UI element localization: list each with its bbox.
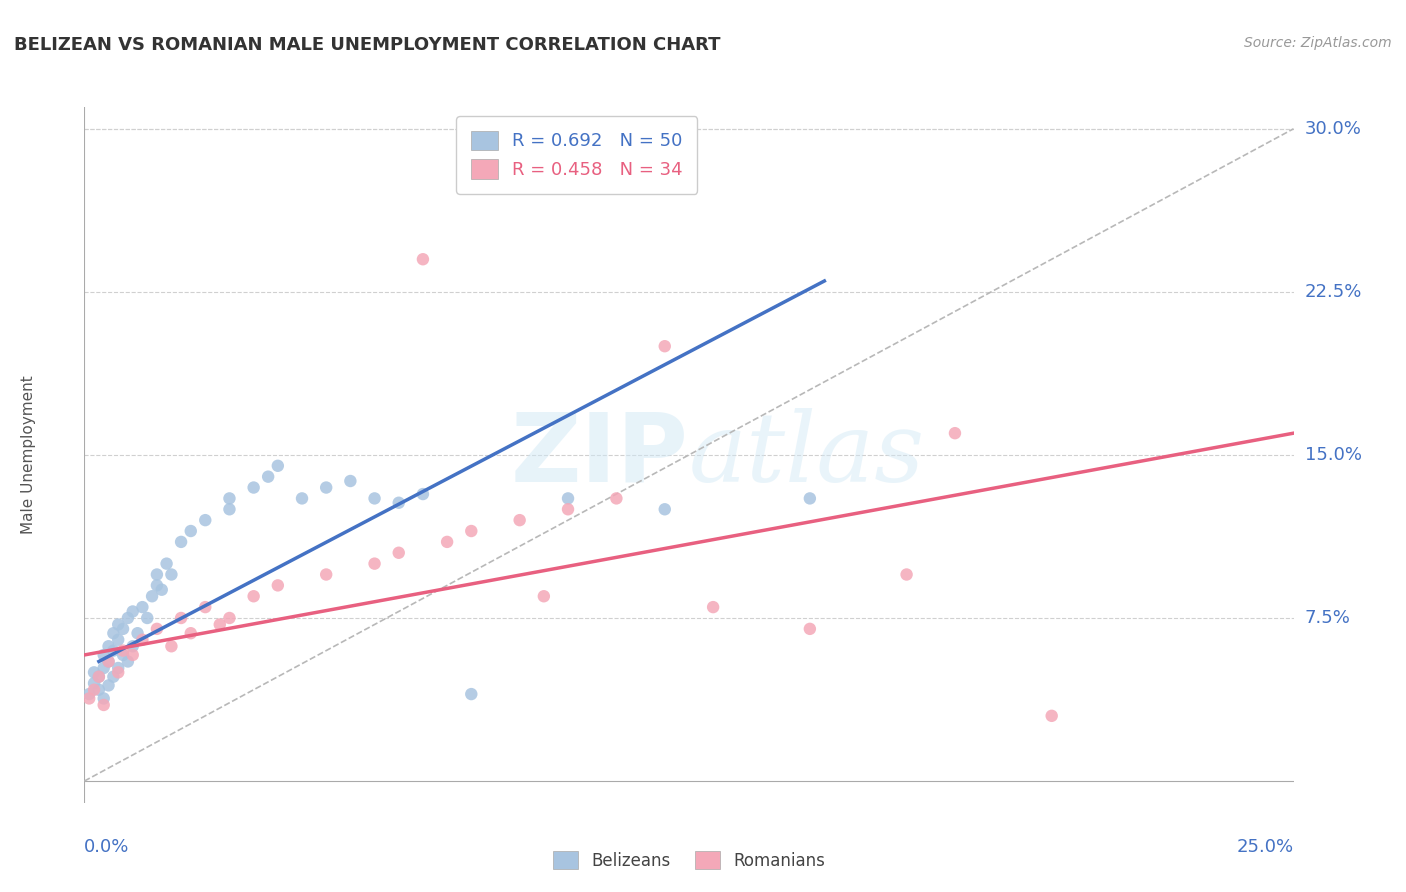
Point [103, 643, 125, 657]
Point [77, 691, 100, 706]
Point [170, 534, 193, 549]
Point [83, 676, 105, 690]
Point [557, 491, 579, 506]
Point [97, 655, 120, 669]
Point [107, 661, 129, 675]
Point [141, 589, 163, 603]
Point [654, 339, 676, 353]
Point [242, 481, 264, 495]
Point [242, 589, 264, 603]
Point [654, 502, 676, 516]
Point [388, 546, 411, 560]
Point [77, 687, 100, 701]
Point [107, 665, 129, 680]
Point [509, 513, 531, 527]
Point [107, 632, 129, 647]
Point [112, 648, 135, 662]
Point [1040, 708, 1063, 723]
Point [136, 611, 159, 625]
Point [93, 661, 115, 675]
Point [131, 632, 153, 647]
Point [460, 687, 482, 701]
Point [257, 469, 280, 483]
Point [97, 678, 120, 692]
Point [315, 567, 337, 582]
Point [943, 426, 966, 441]
Point [112, 622, 135, 636]
Text: ZIP: ZIP [510, 409, 689, 501]
Point [896, 567, 918, 582]
Legend: Belizeans, Romanians: Belizeans, Romanians [544, 843, 834, 878]
Point [83, 665, 105, 680]
Point [315, 481, 337, 495]
Point [460, 524, 482, 538]
Point [339, 474, 361, 488]
Point [117, 655, 139, 669]
Point [218, 491, 240, 506]
Point [799, 622, 821, 636]
Text: 25.0%: 25.0% [1236, 838, 1294, 855]
Point [117, 611, 139, 625]
Point [150, 582, 173, 597]
Text: 30.0%: 30.0% [1305, 120, 1361, 137]
Point [557, 502, 579, 516]
Point [112, 643, 135, 657]
Point [97, 655, 120, 669]
Text: 22.5%: 22.5% [1305, 283, 1362, 301]
Text: Source: ZipAtlas.com: Source: ZipAtlas.com [1244, 36, 1392, 50]
Point [170, 611, 193, 625]
Point [155, 557, 177, 571]
Point [388, 496, 411, 510]
Point [131, 600, 153, 615]
Point [208, 617, 231, 632]
Point [799, 491, 821, 506]
Point [87, 682, 110, 697]
Point [291, 491, 314, 506]
Point [160, 567, 183, 582]
Point [533, 589, 555, 603]
Point [103, 670, 125, 684]
Text: 0.0%: 0.0% [84, 838, 129, 855]
Point [218, 611, 240, 625]
Point [363, 491, 385, 506]
Point [87, 670, 110, 684]
Point [127, 626, 149, 640]
Text: atlas: atlas [689, 408, 925, 502]
Point [121, 639, 143, 653]
Point [412, 252, 434, 267]
Point [194, 600, 217, 615]
Text: 15.0%: 15.0% [1305, 446, 1361, 464]
Point [83, 682, 105, 697]
Text: Male Unemployment: Male Unemployment [21, 376, 37, 534]
Point [180, 626, 202, 640]
Text: 7.5%: 7.5% [1305, 609, 1351, 627]
Point [121, 648, 143, 662]
Point [267, 578, 290, 592]
Point [93, 698, 115, 712]
Point [218, 502, 240, 516]
Point [87, 670, 110, 684]
Point [107, 617, 129, 632]
Point [97, 639, 120, 653]
Point [121, 605, 143, 619]
Point [146, 567, 169, 582]
Point [267, 458, 290, 473]
Point [93, 691, 115, 706]
Point [702, 600, 724, 615]
Point [103, 626, 125, 640]
Point [412, 487, 434, 501]
Point [160, 639, 183, 653]
Point [194, 513, 217, 527]
Point [93, 648, 115, 662]
Point [436, 534, 458, 549]
Point [605, 491, 627, 506]
Text: BELIZEAN VS ROMANIAN MALE UNEMPLOYMENT CORRELATION CHART: BELIZEAN VS ROMANIAN MALE UNEMPLOYMENT C… [14, 36, 720, 54]
Point [146, 578, 169, 592]
Point [363, 557, 385, 571]
Point [180, 524, 202, 538]
Point [146, 622, 169, 636]
